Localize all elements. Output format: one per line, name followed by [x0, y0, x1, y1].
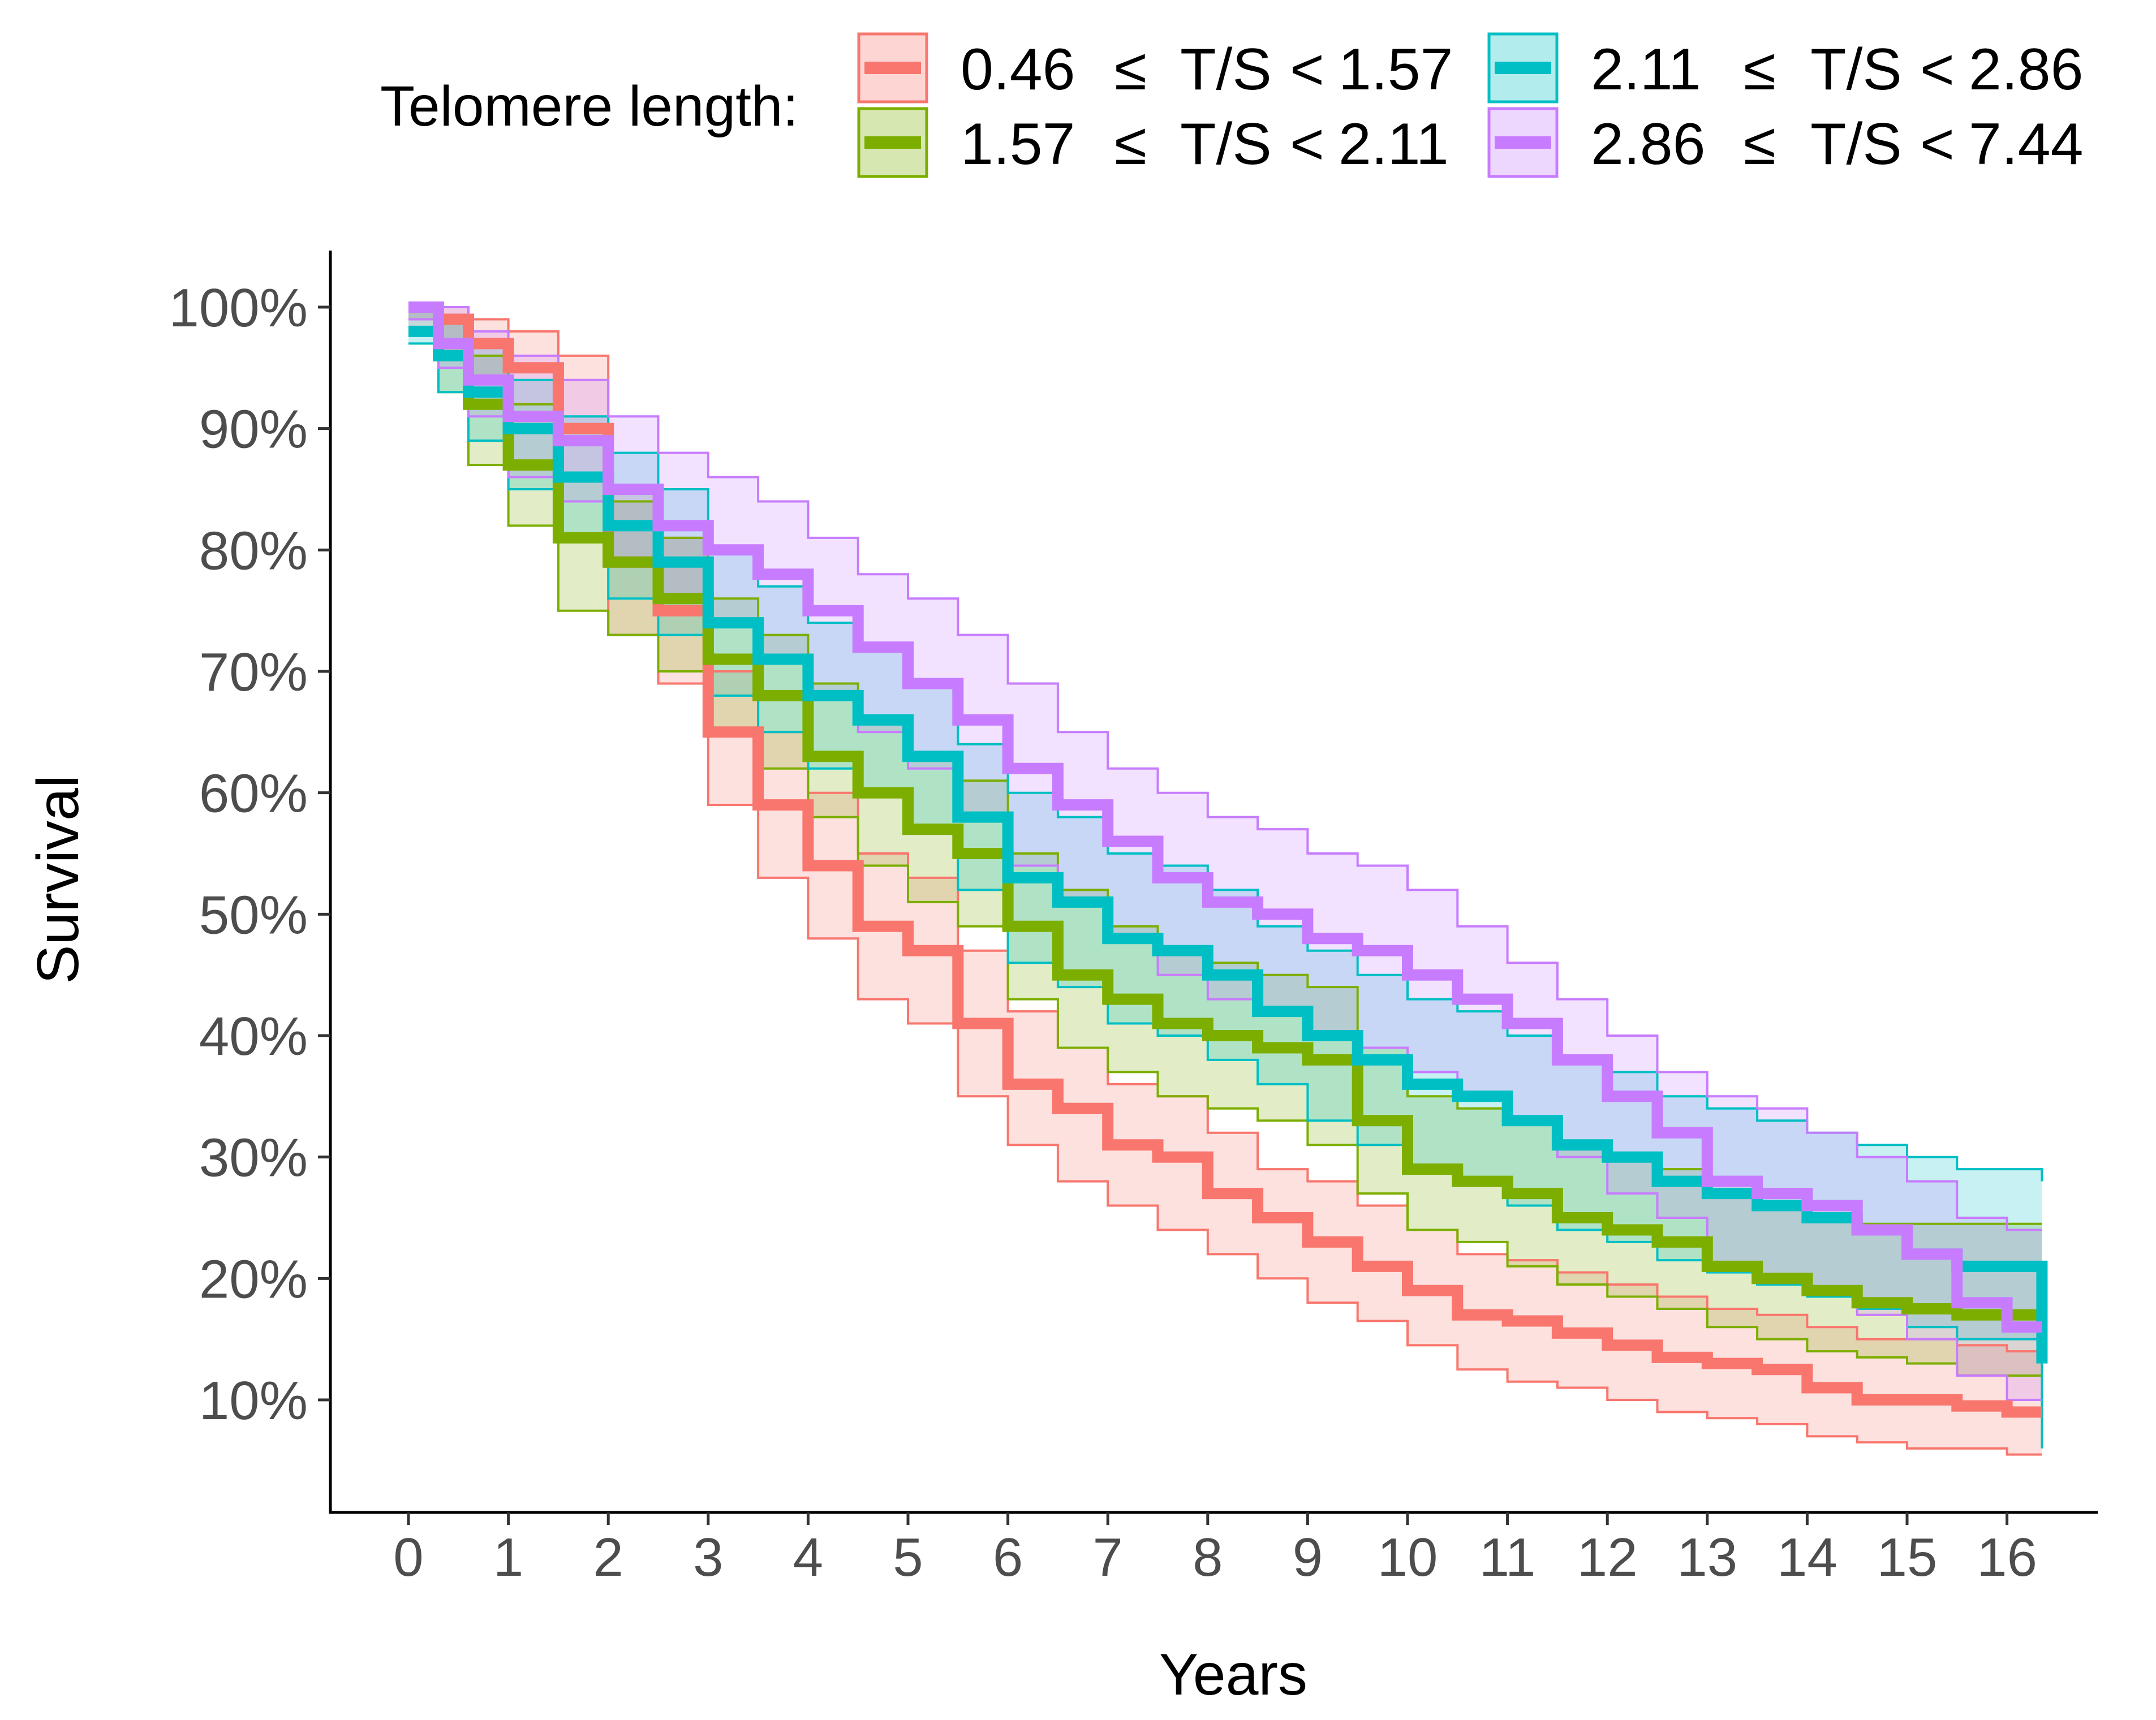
- x-tick-label: 9: [1293, 1527, 1323, 1588]
- y-tick-label: 90%: [199, 399, 308, 460]
- survival-curves: [408, 301, 2048, 1418]
- legend-low-0: 0.46: [961, 37, 1075, 102]
- legend-le-1: ≤: [1114, 111, 1147, 177]
- y-ticks: 10% 20% 30% 40% 50% 60% 70% 80% 90% 100%: [169, 278, 330, 1431]
- y-tick-label: 70%: [199, 642, 308, 702]
- y-axis-title: Survival: [25, 775, 91, 984]
- legend-high-2: 2.86: [1969, 37, 2083, 102]
- x-tick-label: 1: [493, 1527, 523, 1588]
- x-tick-label: 5: [893, 1527, 923, 1588]
- legend-low-2: 2.11: [1591, 37, 1701, 102]
- legend-lt-1: <: [1290, 111, 1324, 177]
- legend-high-1: 2.11: [1339, 111, 1449, 177]
- x-tick-label: 8: [1193, 1527, 1223, 1588]
- legend-lt-2: <: [1920, 37, 1955, 102]
- x-ticks: 0 1 2 3 4 5 6 7 8 9 10 11 12 13 14 15 16: [393, 1512, 2037, 1588]
- confidence-band-3: [408, 307, 2042, 1400]
- legend-var-2: T/S: [1810, 37, 1902, 102]
- y-tick-label: 10%: [199, 1370, 308, 1431]
- confidence-band-2: [408, 307, 2042, 1449]
- x-tick-label: 0: [393, 1527, 423, 1588]
- legend-var-3: T/S: [1810, 111, 1902, 177]
- confidence-bands: [408, 306, 2043, 1456]
- legend-lt-0: <: [1290, 37, 1324, 102]
- legend-high-0: 1.57: [1339, 37, 1453, 102]
- y-tick-label: 50%: [199, 885, 308, 945]
- x-tick-label: 16: [1977, 1527, 2037, 1588]
- x-tick-label: 6: [993, 1527, 1023, 1588]
- x-tick-label: 2: [593, 1527, 623, 1588]
- legend-le-3: ≤: [1744, 111, 1776, 177]
- x-axis-title: Years: [1159, 1642, 1307, 1708]
- legend: Telomere length: 0.46 ≤ T/S < 1.57 1.57 …: [380, 32, 2083, 178]
- legend-le-0: ≤: [1114, 37, 1147, 102]
- legend-var-0: T/S: [1180, 37, 1272, 102]
- legend-title: Telomere length:: [380, 75, 798, 138]
- legend-high-3: 7.44: [1969, 111, 2083, 177]
- x-tick-label: 4: [793, 1527, 823, 1588]
- legend-low-3: 2.86: [1591, 111, 1705, 177]
- legend-lt-3: <: [1920, 111, 1955, 177]
- y-tick-label: 40%: [199, 1006, 308, 1067]
- y-tick-label: 30%: [199, 1128, 308, 1188]
- upper-bound-3: [408, 306, 2042, 1231]
- y-tick-label: 20%: [199, 1249, 308, 1309]
- confidence-band-1: [408, 307, 2042, 1376]
- x-tick-label: 12: [1577, 1527, 1638, 1588]
- x-tick-label: 10: [1378, 1527, 1438, 1588]
- legend-var-1: T/S: [1180, 111, 1272, 177]
- x-tick-label: 3: [693, 1527, 723, 1588]
- y-tick-label: 60%: [199, 764, 308, 824]
- survival-curve-2: [408, 325, 2048, 1364]
- survival-curve-3: [408, 301, 2042, 1333]
- x-tick-label: 13: [1677, 1527, 1737, 1588]
- x-tick-label: 11: [1479, 1527, 1536, 1588]
- y-tick-label: 80%: [199, 520, 308, 581]
- x-tick-label: 7: [1093, 1527, 1123, 1588]
- y-tick-label: 100%: [169, 278, 308, 338]
- legend-low-1: 1.57: [961, 111, 1075, 177]
- x-tick-label: 14: [1777, 1527, 1837, 1588]
- legend-le-2: ≤: [1744, 37, 1776, 102]
- x-tick-label: 15: [1877, 1527, 1938, 1588]
